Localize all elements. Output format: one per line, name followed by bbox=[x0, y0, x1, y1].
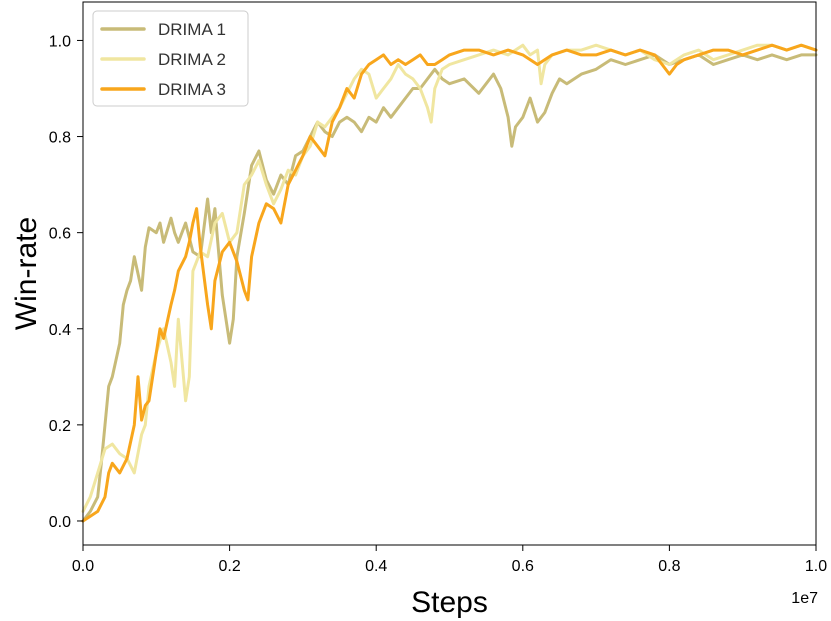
legend-label-3: DRIMA 3 bbox=[158, 80, 226, 99]
ticks-layer: 0.0 0.2 0.4 0.6 0.8 1.0 0.0 0.2 0.4 0.6 0.8 1.0 bbox=[49, 33, 827, 575]
y-tick-label: 0.4 bbox=[49, 322, 71, 339]
legend: DRIMA 1 DRIMA 2 DRIMA 3 bbox=[92, 10, 249, 107]
series-line-2 bbox=[81, 43, 818, 513]
y-tick-label: 1.0 bbox=[49, 33, 71, 50]
y-tick-label: 0.8 bbox=[49, 130, 71, 147]
y-tick-label: 0.0 bbox=[49, 514, 71, 531]
series-line-1 bbox=[81, 53, 818, 523]
x-axis-offset-label: 1e7 bbox=[791, 590, 818, 607]
y-tick-label: 0.6 bbox=[49, 226, 71, 243]
x-tick-label: 0.2 bbox=[218, 558, 240, 575]
x-axis-title: Steps bbox=[411, 586, 488, 619]
y-tick-label: 0.2 bbox=[49, 418, 71, 435]
legend-label-1: DRIMA 1 bbox=[158, 20, 226, 39]
x-tick-label: 0.6 bbox=[512, 558, 534, 575]
series-line-3 bbox=[81, 43, 818, 523]
y-axis-title: Win-rate bbox=[10, 217, 43, 330]
series-layer bbox=[81, 43, 818, 523]
x-tick-label: 1.0 bbox=[805, 558, 827, 575]
x-tick-label: 0.4 bbox=[365, 558, 387, 575]
legend-label-2: DRIMA 2 bbox=[158, 50, 226, 69]
x-tick-label: 0.0 bbox=[72, 558, 94, 575]
x-tick-label: 0.8 bbox=[658, 558, 680, 575]
plot-frame bbox=[82, 1, 817, 546]
legend-box bbox=[92, 10, 249, 107]
